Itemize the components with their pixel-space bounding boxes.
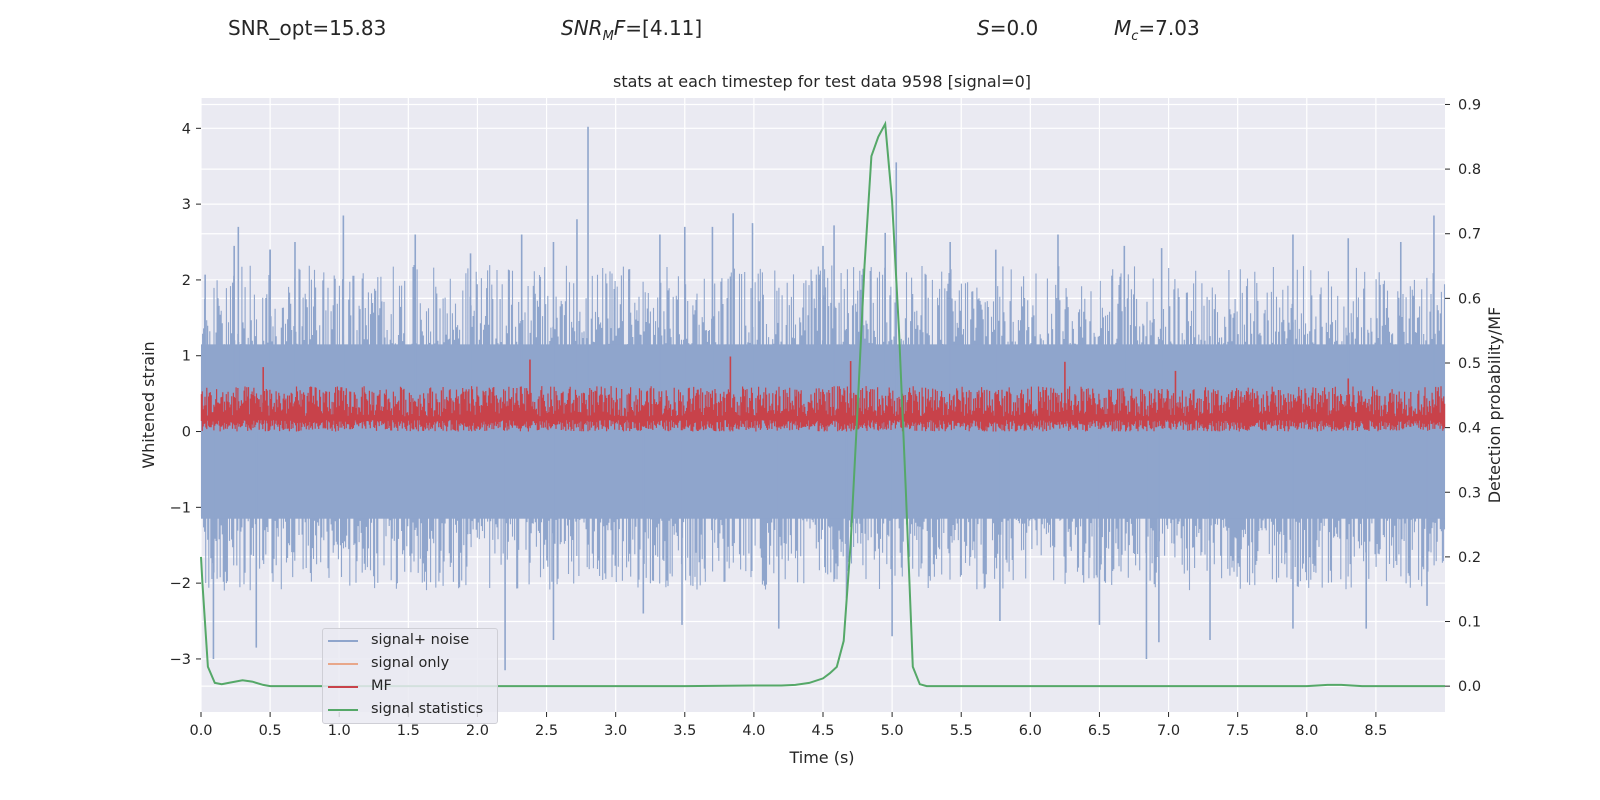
y2-tick-label: 0.7 [1458, 227, 1481, 243]
mf-series [200, 356, 1446, 432]
y2-tick-label: 0.3 [1458, 485, 1481, 501]
snr-mf-base: SNR [561, 16, 603, 40]
chart-title: stats at each timestep for test data 959… [613, 72, 1031, 91]
mc-symbol: M [1114, 16, 1132, 40]
x-tick-label: 6.0 [1019, 723, 1042, 739]
mc-value: =7.03 [1138, 16, 1200, 40]
legend-item-signal-only: signal only [323, 652, 497, 675]
x-tick-label: 1.5 [397, 723, 420, 739]
mc-sub: c [1131, 29, 1139, 44]
y-tick-label: 4 [182, 121, 191, 137]
x-axis-label: Time (s) [788, 748, 854, 767]
y2-tick-label: 0.2 [1458, 550, 1481, 566]
legend-label-mf: MF [371, 678, 392, 694]
legend: signal+ noise signal only MF signal stat… [322, 628, 498, 724]
y2-tick-label: 0.9 [1458, 97, 1481, 113]
x-tick-label: 8.5 [1364, 723, 1387, 739]
snr-opt-label: SNR_opt=15.83 [228, 16, 386, 40]
snr-mf-label: SNRMF=[4.11] [561, 16, 703, 44]
y-tick-label: 1 [182, 349, 191, 365]
y2-tick-label: 0.8 [1458, 162, 1481, 178]
tick-labels: 0.0 0.5 1.0 1.5 2.0 2.5 3.0 3.5 4.0 4.5 5.0 5.5 6.0 6… [170, 97, 1481, 739]
snr-opt-text: SNR_opt=15.83 [228, 16, 387, 40]
y-tick-label: −3 [170, 652, 191, 668]
x-tick-label: 0.0 [189, 723, 212, 739]
y2-tick-label: 0.6 [1458, 291, 1481, 307]
s-value: =0.0 [989, 16, 1039, 40]
y2-tick-label: 0.4 [1458, 421, 1481, 437]
x-tick-label: 1.0 [328, 723, 351, 739]
legend-swatch-mf [328, 686, 358, 688]
legend-label-signal-only: signal only [371, 655, 450, 671]
s-label: S=0.0 [977, 16, 1038, 40]
x-tick-label: 3.5 [673, 723, 696, 739]
y2-tick-label: 0.5 [1458, 356, 1481, 372]
signal-statistics-series [200, 120, 1445, 688]
x-tick-label: 0.5 [259, 723, 282, 739]
x-tick-label: 8.0 [1295, 723, 1318, 739]
x-tick-label: 2.0 [466, 723, 489, 739]
y2-tick-label: 0.1 [1458, 615, 1481, 631]
mf-trace [200, 386, 1446, 432]
signal-noise-series [200, 126, 1446, 671]
y2-axis-label: Detection probability/MF [1485, 307, 1504, 504]
y-tick-label: −2 [170, 576, 191, 592]
y-tick-label: 2 [182, 273, 191, 289]
x-tick-label: 4.0 [742, 723, 765, 739]
y-tick-label: 0 [182, 425, 191, 441]
legend-item-mf: MF [323, 675, 497, 698]
legend-swatch-signal-only [328, 663, 358, 665]
snr-mf-value: =[4.11] [625, 16, 703, 40]
legend-label-signal-statistics: signal statistics [371, 701, 484, 717]
x-tick-label: 4.5 [811, 723, 834, 739]
snr-mf-tail: F [613, 16, 626, 40]
x-tick-label: 2.5 [535, 723, 558, 739]
x-tick-label: 5.5 [950, 723, 973, 739]
legend-item-signal-statistics: signal statistics [323, 698, 497, 721]
mc-label: Mc=7.03 [1114, 16, 1200, 44]
legend-item-signal-noise: signal+ noise [323, 629, 497, 652]
y-axis-label: Whitened strain [139, 341, 158, 468]
snr-mf-sub: M [602, 29, 614, 44]
y-tick-label: −1 [170, 500, 191, 516]
s-symbol: S [977, 16, 990, 40]
legend-label-signal-noise: signal+ noise [371, 632, 470, 648]
x-tick-label: 5.0 [881, 723, 904, 739]
x-tick-label: 7.0 [1157, 723, 1180, 739]
legend-swatch-signal-statistics [328, 709, 358, 711]
x-tick-label: 3.0 [604, 723, 627, 739]
y-tick-label: 3 [182, 197, 191, 213]
x-tick-label: 6.5 [1088, 723, 1111, 739]
legend-swatch-signal-noise [328, 640, 358, 642]
signal-statistics-line [200, 120, 1445, 688]
x-tick-label: 7.5 [1226, 723, 1249, 739]
y2-tick-label: 0.0 [1458, 679, 1481, 695]
